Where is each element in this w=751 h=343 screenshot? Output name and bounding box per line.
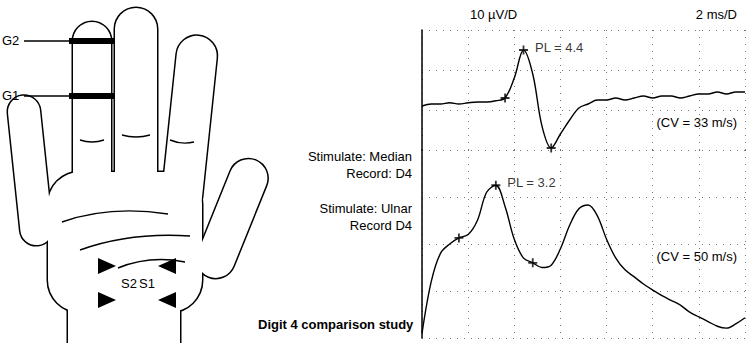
svg-text:(CV = 33 m/s): (CV = 33 m/s) [656, 115, 737, 130]
svg-text:Stimulate: Median: Stimulate: Median [308, 149, 412, 164]
svg-text:G1: G1 [2, 88, 19, 103]
svg-text:10 µV/D: 10 µV/D [470, 7, 517, 22]
svg-text:Stimulate: Ulnar: Stimulate: Ulnar [320, 201, 413, 216]
svg-text:Record: D4: Record: D4 [346, 166, 412, 181]
svg-text:Digit 4 comparison study: Digit 4 comparison study [258, 317, 414, 332]
svg-text:(CV = 50 m/s): (CV = 50 m/s) [656, 249, 737, 264]
svg-text:PL = 3.2: PL = 3.2 [507, 175, 555, 190]
svg-text:PL = 4.4: PL = 4.4 [535, 40, 583, 55]
svg-text:Record D4: Record D4 [350, 218, 412, 233]
svg-text:S2: S2 [121, 276, 137, 291]
svg-text:S1: S1 [139, 276, 155, 291]
svg-text:2 ms/D: 2 ms/D [696, 7, 737, 22]
svg-text:G2: G2 [2, 33, 19, 48]
